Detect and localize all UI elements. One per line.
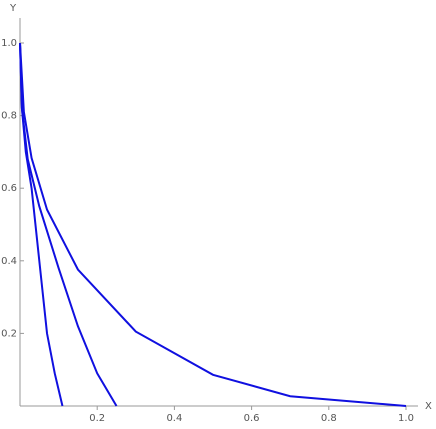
y-tick-label: 0.6 xyxy=(1,183,17,194)
curve xyxy=(19,42,407,407)
curve xyxy=(19,42,118,407)
y-tick-label: 0.2 xyxy=(1,328,17,339)
x-tick-label: 0.4 xyxy=(166,413,182,424)
x-tick-label: 1.0 xyxy=(398,413,414,424)
y-tick-label: 0.4 xyxy=(1,256,17,267)
x-axis-label: X xyxy=(425,401,432,412)
y-tick-label: 1.0 xyxy=(1,38,17,49)
y-axis-label: Y xyxy=(9,3,17,14)
x-tick-label: 0.8 xyxy=(321,413,337,424)
y-tick-label: 0.8 xyxy=(1,111,17,122)
x-tick-label: 0.2 xyxy=(89,413,105,424)
curve xyxy=(19,42,64,407)
x-tick-label: 0.6 xyxy=(244,413,260,424)
